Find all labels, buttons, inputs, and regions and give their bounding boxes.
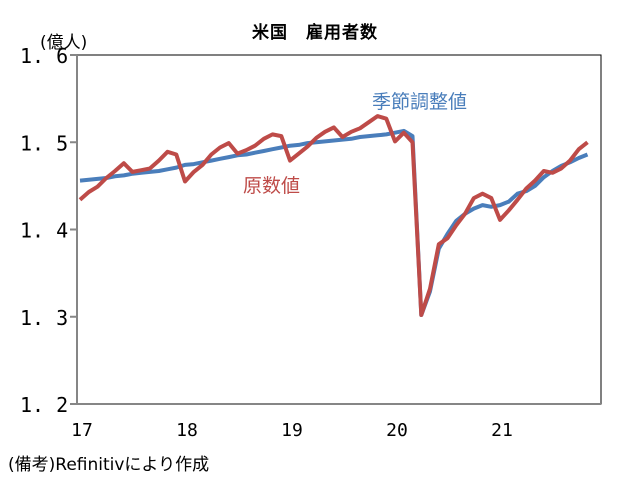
series-label-seasonally-adjusted: 季節調整値 (372, 91, 467, 113)
series-label-raw: 原数値 (243, 175, 300, 197)
x-axis-ticks: 17 18 19 20 21 (71, 420, 513, 441)
y-tick-label: 1. 6 (20, 44, 68, 68)
plot-frame (76, 54, 602, 405)
y-tick-label: 1. 3 (20, 306, 68, 330)
y-tick-label: 1. 4 (20, 219, 68, 243)
y-tick-label: 1. 5 (20, 131, 68, 155)
y-tick-label: 1. 2 (20, 393, 68, 417)
y-axis-ticks: 1. 2 1. 3 1. 4 1. 5 1. 6 (20, 44, 77, 417)
source-note: (備考)Refinitivにより作成 (8, 455, 210, 475)
x-tick-label: 17 (71, 420, 93, 441)
series-line-raw (78, 114, 589, 317)
y-axis-unit: (億人) (40, 33, 88, 53)
chart-title: 米国 雇用者数 (252, 23, 378, 43)
x-tick-label: 19 (281, 420, 303, 441)
x-tick-label: 21 (491, 420, 513, 441)
x-tick-label: 18 (176, 420, 198, 441)
series-line-seasonally-adjusted (79, 128, 589, 317)
x-tick-label: 20 (386, 420, 408, 441)
